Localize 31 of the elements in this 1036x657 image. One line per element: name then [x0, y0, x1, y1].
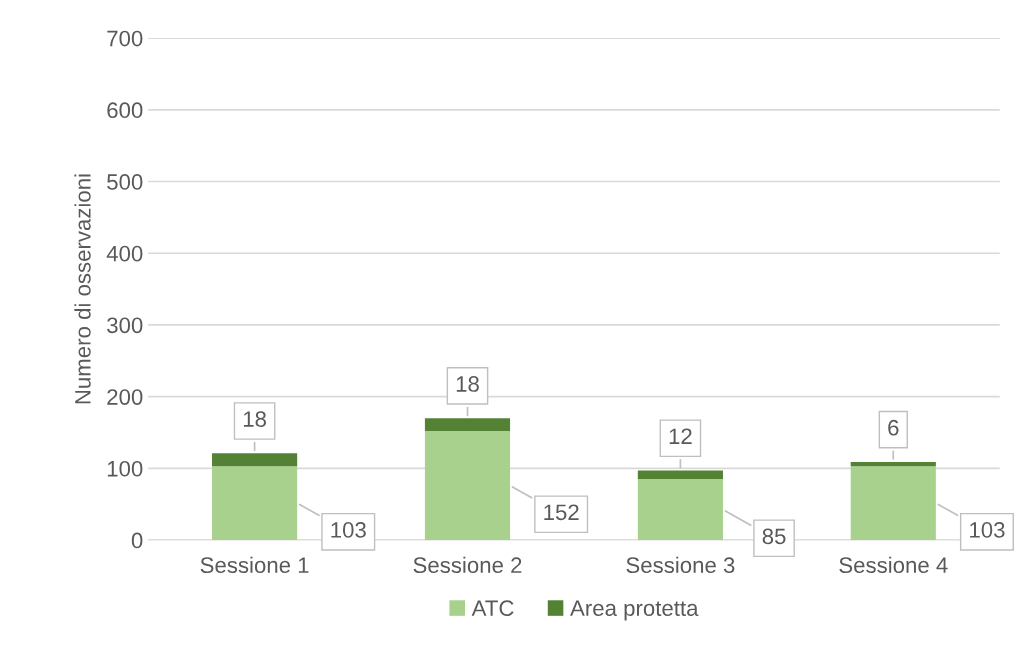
x-tick-label: Sessione 2 — [413, 556, 522, 574]
data-label: 103 — [331, 522, 366, 538]
y-tick-label: 200 — [107, 389, 143, 405]
bar — [424, 418, 511, 432]
y-axis-title: Numero di osservazioni — [74, 174, 91, 404]
data-label: 18 — [243, 411, 266, 427]
x-tick-label: Sessione 3 — [626, 556, 735, 574]
bar — [850, 461, 936, 467]
x-tick-label: Sessione 4 — [839, 556, 948, 574]
y-tick-label: 400 — [106, 245, 143, 262]
legend-label: Area protetta — [570, 600, 699, 621]
data-label: 18 — [456, 376, 479, 392]
data-label: 12 — [669, 428, 692, 444]
bar — [212, 466, 298, 541]
y-tick-label: 0 — [131, 532, 143, 549]
data-label: 6 — [888, 419, 899, 436]
bar — [637, 470, 723, 480]
data-label: 103 — [970, 522, 1005, 538]
y-tick-label: 300 — [107, 317, 143, 334]
x-tick-label: Sessione 1 — [200, 556, 309, 574]
bar — [424, 431, 511, 541]
y-tick-label: 600 — [107, 102, 143, 119]
bar — [637, 479, 723, 541]
y-tick-label: 700 — [107, 30, 143, 47]
legend-label: ATC — [471, 600, 514, 617]
y-tick-label: 100 — [107, 460, 143, 477]
data-label: 152 — [544, 504, 579, 521]
bar — [850, 466, 936, 541]
bar — [212, 453, 298, 467]
data-label: 85 — [762, 528, 786, 545]
y-tick-label: 500 — [107, 174, 143, 190]
